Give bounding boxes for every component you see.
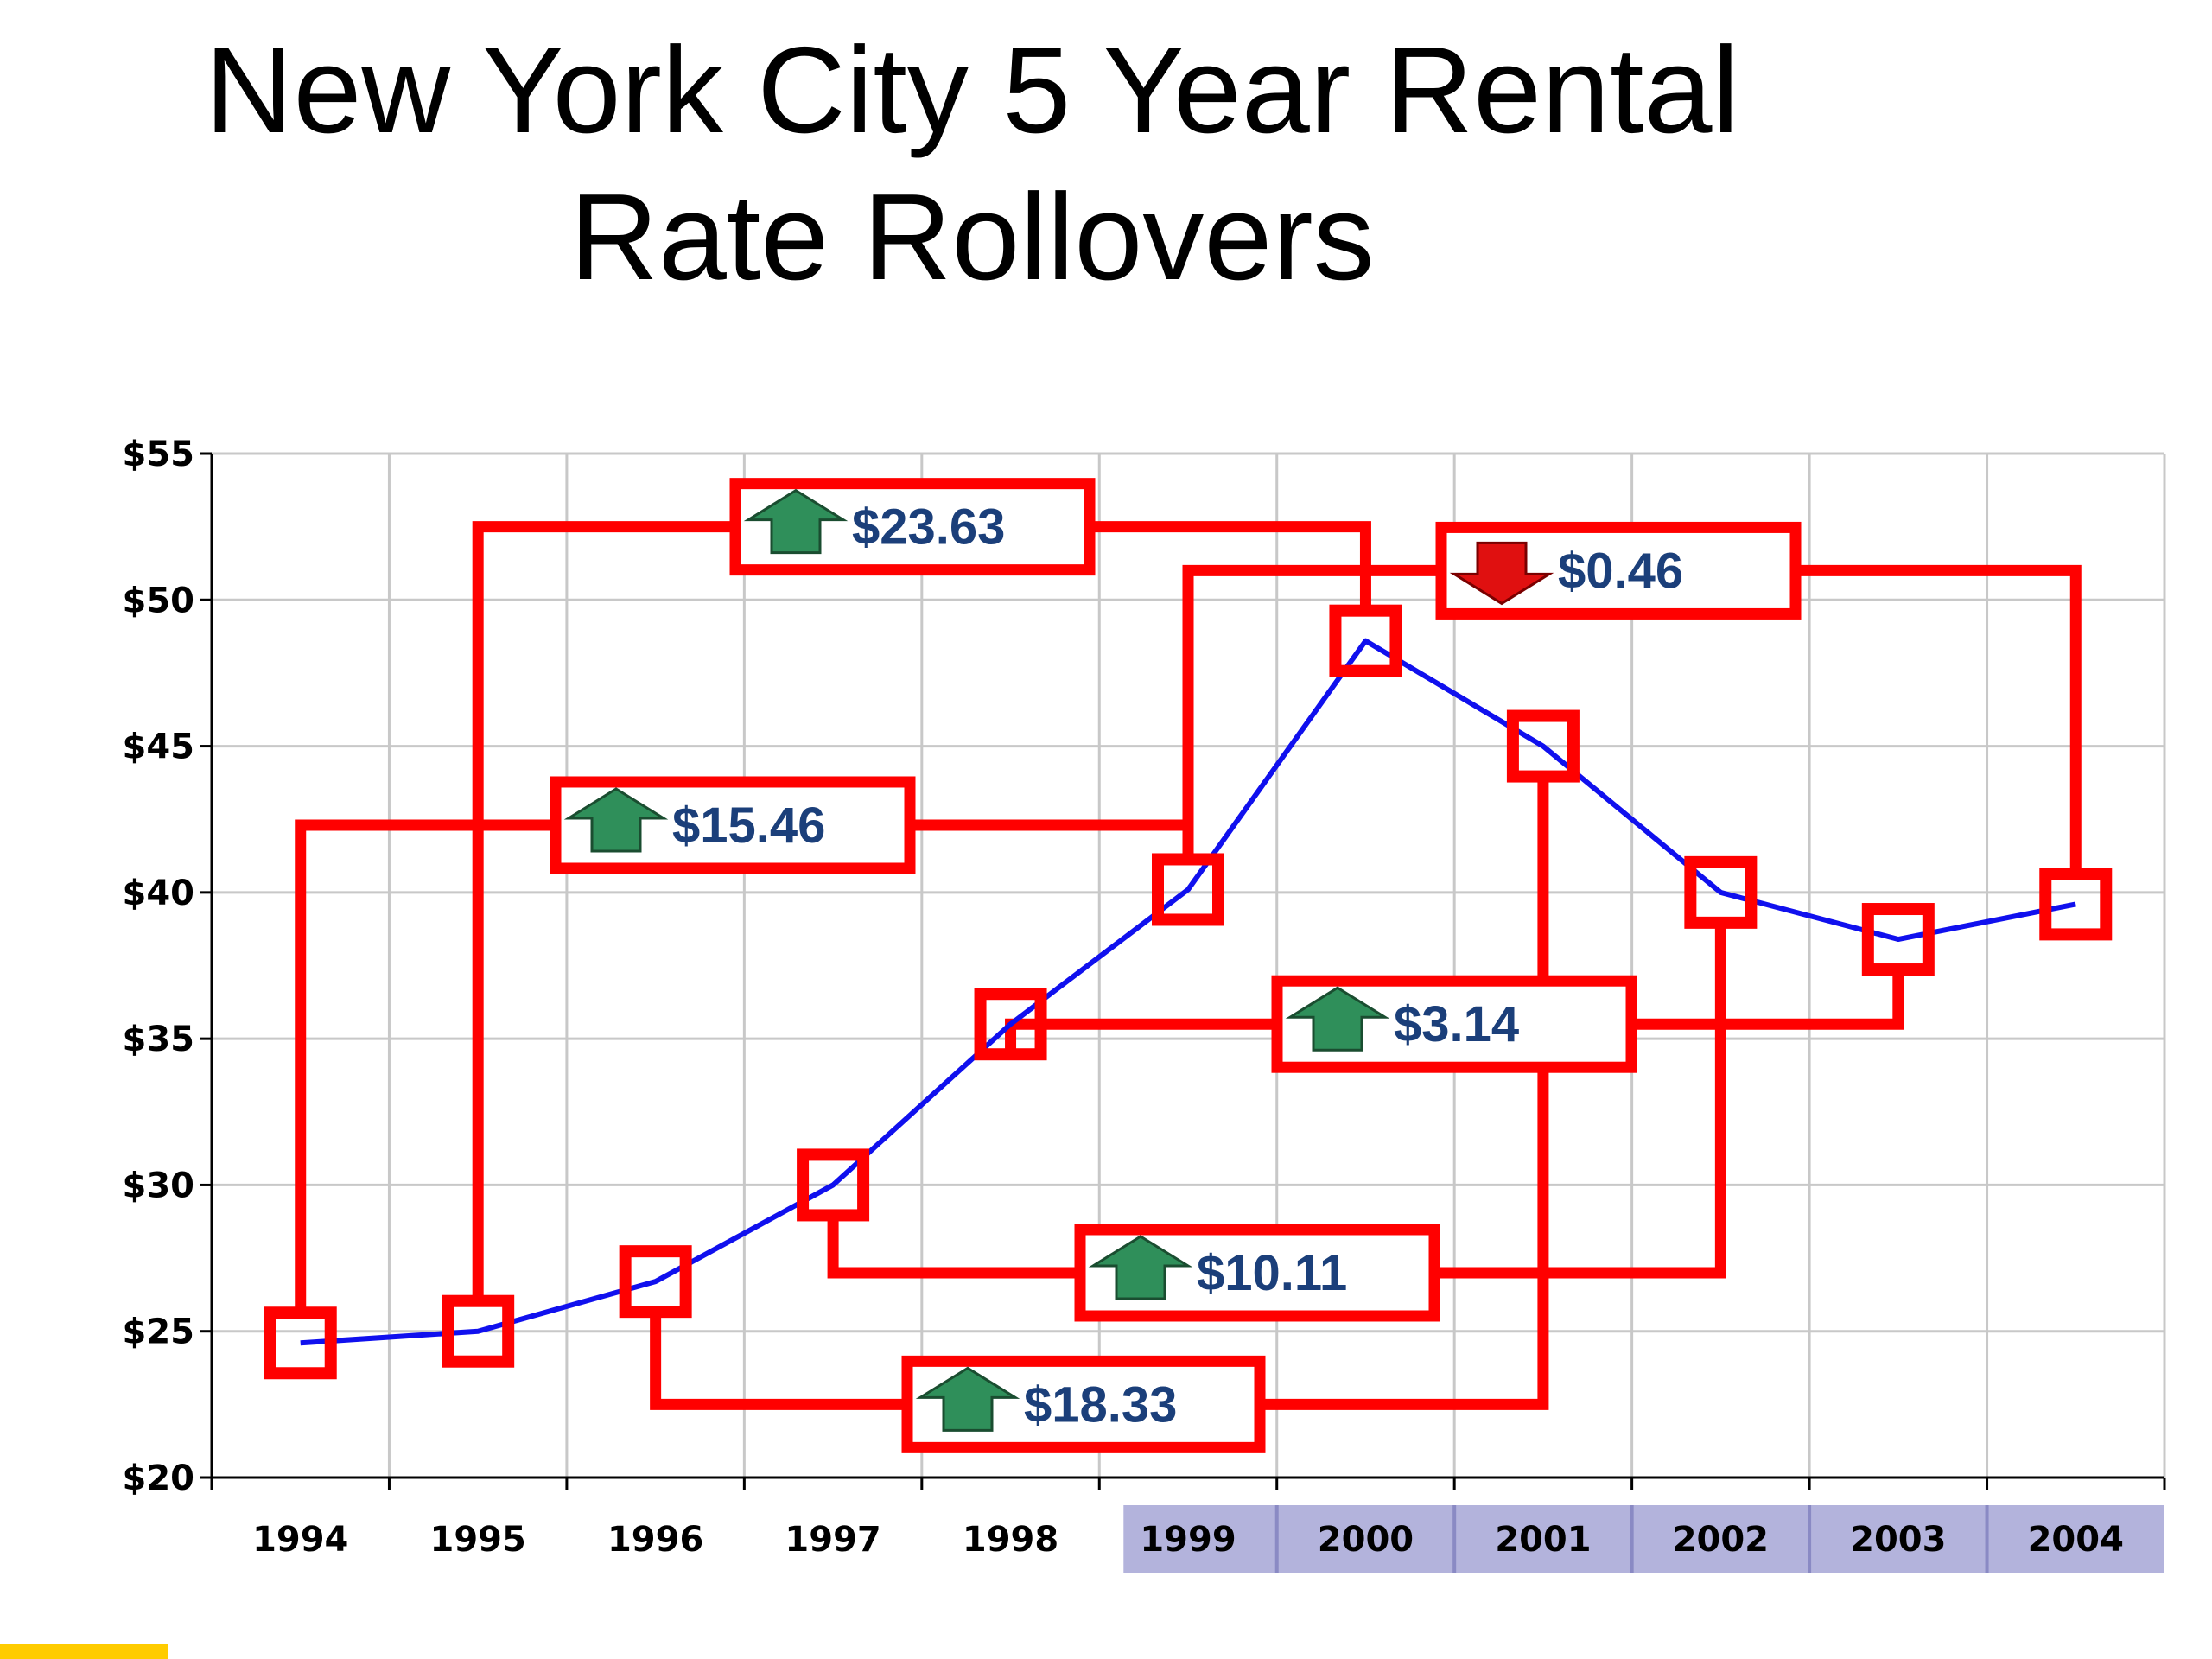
arrow-up-icon — [1285, 986, 1390, 1052]
arrow-down-icon — [1449, 541, 1554, 606]
rollover-callout: $0.46 — [1435, 521, 1802, 620]
rollover-callout: $23.63 — [729, 478, 1096, 576]
x-tick-label: 2000 — [1318, 1520, 1414, 1560]
tick-label-layer: $20 $25 $30 $35 $40 $45 $50 $55 1994 1995 1996 1997… — [123, 435, 2124, 1560]
series-line-layer — [300, 638, 2076, 1346]
data-point-marker — [1684, 855, 1758, 929]
data-point-marker — [2039, 868, 2113, 941]
axis-layer — [200, 452, 2166, 1490]
rollover-callout-label: $0.46 — [1558, 543, 1683, 599]
x-tick-label: 1995 — [430, 1520, 526, 1560]
x-tick-label: 2001 — [1495, 1520, 1591, 1560]
rollover-callout-label: $15.46 — [672, 798, 825, 854]
y-tick-label: $50 — [123, 581, 195, 620]
data-point-marker — [1506, 709, 1580, 783]
x-tick-label: 2003 — [1850, 1520, 1946, 1560]
data-point-marker — [1152, 853, 1224, 926]
data-point-marker — [974, 988, 1047, 1061]
highlight-band — [1123, 1505, 2164, 1573]
x-tick-label: 2004 — [2028, 1520, 2124, 1560]
chart-title-line-2: Rate Rollovers — [569, 168, 1375, 306]
y-tick-label: $30 — [123, 1166, 195, 1205]
data-point-marker — [619, 1245, 692, 1319]
y-tick-label: $40 — [123, 874, 195, 913]
rollover-callout: $18.33 — [901, 1355, 1266, 1453]
accent-bar — [0, 1644, 168, 1659]
arrow-up-icon — [563, 787, 669, 853]
rollover-callout-label: $3.14 — [1394, 996, 1519, 1052]
data-point-marker — [1329, 604, 1402, 677]
chart-title: New York City 5 Year Rental Rate Rollove… — [0, 17, 1944, 311]
series-line — [300, 638, 2076, 1346]
x-tick-label: 1996 — [607, 1520, 703, 1560]
chart-title-line-1: New York City 5 Year Rental — [204, 22, 1740, 159]
y-tick-label: $25 — [123, 1313, 195, 1352]
rollover-callout: $3.14 — [1271, 975, 1637, 1073]
x-tick-label: 1994 — [252, 1520, 348, 1560]
arrow-up-icon — [743, 488, 849, 555]
data-point-marker — [1861, 903, 1935, 976]
y-tick-label: $20 — [123, 1459, 195, 1498]
rollover-callout-label: $23.63 — [852, 499, 1005, 556]
rollover-callout-label: $10.11 — [1197, 1245, 1347, 1301]
rollover-callout-label: $18.33 — [1024, 1376, 1177, 1433]
y-tick-label: $55 — [123, 435, 195, 474]
marker-layer — [264, 604, 2113, 1380]
arrow-up-icon — [1088, 1235, 1193, 1300]
rollover-callout-box — [1074, 1224, 1440, 1322]
y-tick-label: $35 — [123, 1020, 195, 1059]
x-tick-label: 1999 — [1140, 1520, 1236, 1560]
rollover-callout: $10.11 — [1074, 1224, 1440, 1322]
arrow-up-icon — [915, 1366, 1020, 1432]
x-tick-label: 1998 — [963, 1520, 1058, 1560]
x-tick-label: 1997 — [785, 1520, 880, 1560]
y-tick-label: $45 — [123, 728, 195, 767]
data-point-marker — [264, 1306, 337, 1380]
data-point-marker — [797, 1148, 870, 1222]
rollover-callout-layer: $15.46 $23.63 $18.33 $10.11 $3.14 $0.46 — [550, 478, 1802, 1453]
x-tick-label: 2002 — [1673, 1520, 1769, 1560]
highlight-band-layer — [1123, 1505, 2164, 1573]
rollover-callout: $15.46 — [550, 776, 916, 874]
data-point-marker — [442, 1294, 515, 1368]
